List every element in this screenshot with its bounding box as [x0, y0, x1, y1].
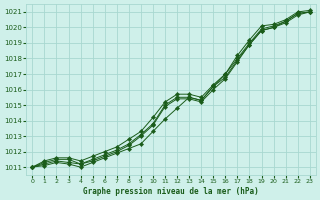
- X-axis label: Graphe pression niveau de la mer (hPa): Graphe pression niveau de la mer (hPa): [83, 187, 259, 196]
